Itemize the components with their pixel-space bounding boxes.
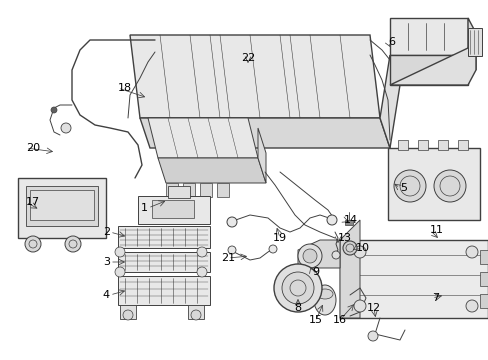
Text: 4: 4: [102, 290, 110, 300]
Text: 15: 15: [308, 315, 323, 325]
Bar: [200, 183, 212, 197]
Bar: [165, 183, 178, 197]
Circle shape: [226, 217, 237, 227]
Bar: [183, 183, 195, 197]
Text: 14: 14: [343, 215, 357, 225]
Circle shape: [297, 244, 321, 268]
Circle shape: [326, 215, 336, 225]
Circle shape: [115, 267, 125, 277]
Circle shape: [115, 247, 125, 257]
Circle shape: [227, 246, 236, 254]
Polygon shape: [339, 240, 487, 318]
Polygon shape: [379, 55, 399, 148]
Circle shape: [51, 107, 57, 113]
Text: 17: 17: [26, 197, 40, 207]
Bar: [168, 186, 190, 198]
Polygon shape: [389, 33, 475, 85]
Text: 22: 22: [241, 53, 255, 63]
Bar: [26, 186, 98, 226]
Polygon shape: [339, 220, 359, 318]
Circle shape: [465, 246, 477, 258]
Bar: [18, 178, 106, 238]
Polygon shape: [118, 252, 209, 272]
Polygon shape: [297, 240, 339, 268]
Circle shape: [367, 331, 377, 341]
Circle shape: [197, 267, 206, 277]
Circle shape: [331, 251, 339, 259]
Text: 10: 10: [355, 243, 369, 253]
Circle shape: [282, 272, 313, 304]
Polygon shape: [140, 118, 389, 148]
Text: 16: 16: [332, 315, 346, 325]
Bar: [457, 140, 467, 150]
Text: 6: 6: [387, 37, 394, 47]
Text: 13: 13: [337, 233, 351, 243]
Bar: [467, 28, 481, 56]
Bar: [30, 190, 94, 220]
Circle shape: [303, 249, 316, 263]
Bar: [479, 294, 487, 308]
Circle shape: [197, 247, 206, 257]
Polygon shape: [389, 55, 467, 85]
Polygon shape: [387, 148, 479, 220]
Text: 12: 12: [366, 303, 380, 313]
Bar: [345, 220, 352, 225]
Circle shape: [353, 300, 365, 312]
Bar: [437, 140, 447, 150]
Polygon shape: [148, 118, 258, 158]
Circle shape: [273, 264, 321, 312]
Circle shape: [433, 170, 465, 202]
Text: 8: 8: [294, 303, 301, 313]
Circle shape: [25, 236, 41, 252]
Bar: [120, 305, 136, 319]
Circle shape: [353, 246, 365, 258]
Circle shape: [123, 310, 133, 320]
Text: 21: 21: [221, 253, 235, 263]
Ellipse shape: [313, 285, 335, 315]
Text: 18: 18: [118, 83, 132, 93]
Polygon shape: [118, 226, 209, 248]
Circle shape: [393, 170, 425, 202]
Circle shape: [61, 123, 71, 133]
Circle shape: [191, 310, 201, 320]
Text: 5: 5: [399, 183, 406, 193]
Text: 19: 19: [272, 233, 286, 243]
Polygon shape: [118, 276, 209, 305]
Bar: [152, 200, 194, 218]
Text: 20: 20: [26, 143, 40, 153]
Circle shape: [65, 236, 81, 252]
Circle shape: [268, 245, 276, 253]
Bar: [138, 196, 209, 224]
Polygon shape: [389, 18, 467, 55]
Bar: [417, 140, 427, 150]
Text: 11: 11: [429, 225, 443, 235]
Ellipse shape: [316, 289, 332, 299]
Bar: [397, 140, 407, 150]
Text: 3: 3: [103, 257, 110, 267]
Text: 7: 7: [431, 293, 438, 303]
Bar: [187, 305, 203, 319]
Text: 1: 1: [141, 203, 148, 213]
Circle shape: [465, 300, 477, 312]
Circle shape: [342, 241, 356, 255]
Polygon shape: [130, 35, 379, 118]
Polygon shape: [158, 158, 265, 183]
Polygon shape: [467, 18, 475, 70]
Bar: [479, 272, 487, 286]
Bar: [217, 183, 228, 197]
Bar: [479, 250, 487, 264]
Polygon shape: [258, 128, 265, 183]
Text: 2: 2: [102, 227, 110, 237]
Text: 9: 9: [311, 267, 319, 277]
